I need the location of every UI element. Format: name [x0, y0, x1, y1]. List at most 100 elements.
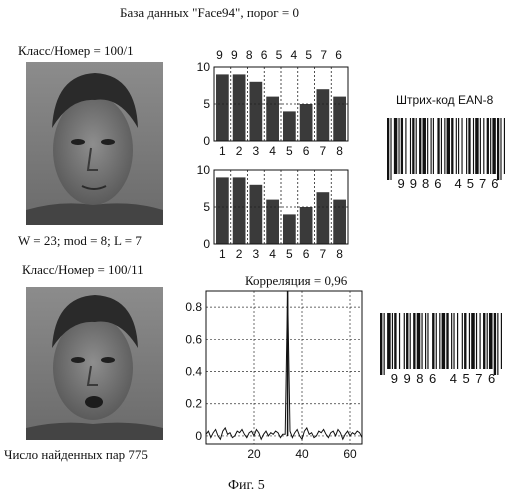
face-photo-1 [26, 62, 163, 225]
y-tick-label: 0.2 [185, 397, 202, 411]
x-tick-label: 1 [219, 247, 226, 261]
y-tick-label: 0.6 [185, 332, 202, 346]
bar [266, 200, 279, 244]
top-label: 4 [291, 48, 298, 62]
barcode-bar [427, 118, 428, 174]
barcode-bar [439, 313, 440, 369]
barcode-bar [456, 118, 457, 174]
bar [233, 177, 246, 244]
barcode-bar [431, 118, 432, 174]
barcode-digit: 6 [429, 371, 436, 386]
bar [317, 89, 330, 141]
barcode-bar [387, 118, 389, 180]
bar [333, 200, 346, 244]
barcode-bar [487, 313, 488, 369]
bar-chart-1: 105012345678998654576 [197, 48, 348, 158]
x-tick-label: 4 [269, 144, 276, 158]
top-label: 5 [305, 48, 312, 62]
barcode-bar [436, 313, 437, 369]
barcode-bar [453, 313, 454, 369]
barcode-digit: 7 [479, 176, 486, 191]
barcode-bar [500, 118, 501, 180]
barcode-bar [416, 118, 417, 174]
barcode-digit: 9 [398, 176, 405, 191]
barcode-bar [394, 313, 396, 369]
correlation-line [206, 291, 362, 439]
barcode-bar [497, 118, 499, 180]
barcode-bar [399, 313, 400, 369]
barcode-digit: 6 [434, 176, 441, 191]
barcode-bar [413, 313, 415, 369]
barcode-digit: 9 [391, 371, 398, 386]
x-tick-label: 40 [295, 447, 309, 461]
y-tick-label: 0 [203, 134, 210, 148]
barcode-digit: 9 [410, 176, 417, 191]
x-tick-label: 2 [236, 144, 243, 158]
barcode-bar [464, 313, 466, 369]
barcode-bar [387, 313, 391, 369]
barcode-bar [410, 118, 411, 174]
plot-frame [206, 291, 362, 444]
barcode-bar [419, 118, 421, 174]
barcode-digit: 4 [455, 176, 462, 191]
x-tick-label: 2 [236, 247, 243, 261]
top-label: 9 [216, 48, 223, 62]
bar [250, 185, 263, 244]
barcode-digit: 8 [416, 371, 423, 386]
top-label: 9 [231, 48, 238, 62]
barcode-digit: 7 [475, 371, 482, 386]
barcode-bar [442, 313, 446, 369]
barcode-digit: 8 [422, 176, 429, 191]
x-tick-label: 8 [336, 247, 343, 261]
barcode-bar [390, 118, 391, 180]
y-tick-label: 0.8 [185, 300, 202, 314]
barcode-bar [457, 313, 458, 369]
barcode-bar [427, 313, 428, 369]
bar [317, 192, 330, 244]
x-tick-label: 20 [247, 447, 261, 461]
barcode-bar [475, 118, 478, 174]
barcode-digit: 5 [467, 176, 474, 191]
barcode-bar [421, 313, 422, 369]
barcode-bar [444, 118, 445, 174]
bar [266, 97, 279, 141]
barcode-bar [446, 313, 448, 369]
barcode-bar [423, 118, 426, 174]
x-tick-label: 1 [219, 144, 226, 158]
face-photo-2 [26, 287, 163, 440]
barcode-bar [468, 118, 470, 174]
barcode-bar [489, 313, 493, 369]
barcode-digit: 4 [450, 371, 457, 386]
x-tick-label: 3 [253, 144, 260, 158]
bar-chart-2: 105012345678 [197, 163, 348, 261]
barcode-bar [483, 118, 484, 174]
y-tick-label: 0.4 [185, 365, 202, 379]
barcode-bar [410, 313, 411, 369]
barcode-bar [462, 313, 463, 369]
barcode-bar [473, 118, 474, 174]
barcode-bar [490, 118, 491, 174]
barcode-digit: 9 [404, 371, 411, 386]
barcode-bar [398, 118, 399, 174]
barcode-bar [451, 313, 452, 369]
x-tick-label: 5 [286, 144, 293, 158]
barcode-digit: 6 [491, 176, 498, 191]
top-label: 8 [246, 48, 253, 62]
y-tick-label: 5 [203, 97, 210, 111]
y-tick-label: 10 [197, 60, 211, 74]
top-label: 7 [320, 48, 327, 62]
bar [283, 214, 296, 244]
barcode-bar [458, 118, 459, 174]
y-tick-label: 5 [203, 200, 210, 214]
barcode-bar [469, 313, 470, 369]
barcode-bar [461, 118, 462, 174]
bar [300, 207, 313, 244]
x-tick-label: 6 [303, 247, 310, 261]
barcode-bar [392, 313, 393, 369]
barcode-bar [406, 313, 408, 369]
barcode-bar [412, 118, 414, 174]
bar [283, 111, 296, 141]
x-tick-label: 60 [343, 447, 357, 461]
barcode-bar [433, 118, 434, 174]
